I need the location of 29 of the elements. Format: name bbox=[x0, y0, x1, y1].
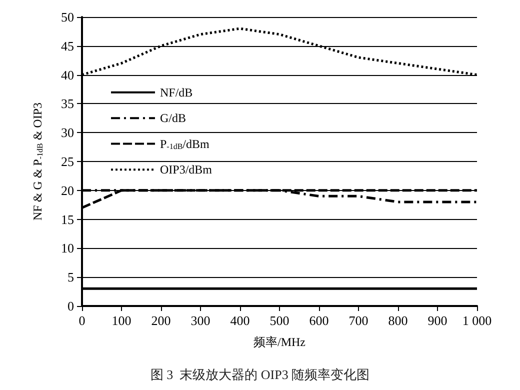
y-tick-label: 0 bbox=[68, 298, 74, 314]
legend-label: G/dB bbox=[160, 111, 186, 126]
x-tick-label: 1 000 bbox=[462, 313, 492, 328]
y-tick-label: 45 bbox=[61, 38, 74, 54]
x-tick-label: 800 bbox=[388, 313, 408, 328]
y-tick-label: 15 bbox=[61, 212, 74, 227]
y-tick-label: 10 bbox=[61, 240, 74, 256]
x-tick-label: 600 bbox=[309, 313, 329, 328]
y-tick-label: 35 bbox=[61, 96, 74, 112]
y-tick-label: 40 bbox=[61, 67, 74, 82]
legend-label: NF/dB bbox=[160, 85, 193, 100]
legend-label: OIP3/dBm bbox=[160, 162, 213, 177]
y-axis-title: NF & G & P-1dB & OIP3 bbox=[30, 102, 44, 221]
x-tick-label: 900 bbox=[428, 313, 448, 328]
y-tick-label: 20 bbox=[61, 182, 74, 198]
x-tick-label: 0 bbox=[78, 313, 86, 328]
x-tick-label: 400 bbox=[230, 313, 250, 328]
x-tick-label: 200 bbox=[151, 313, 171, 328]
x-tick-label: 500 bbox=[270, 313, 290, 328]
x-axis-title: 频率/MHz bbox=[254, 335, 306, 349]
x-tick-label: 100 bbox=[112, 313, 132, 328]
x-tick-label: 300 bbox=[190, 313, 210, 328]
y-tick-label: 30 bbox=[61, 125, 74, 140]
y-tick-label: 25 bbox=[61, 154, 74, 169]
y-tick-label: 50 bbox=[61, 10, 74, 24]
y-tick-label: 5 bbox=[68, 270, 74, 285]
x-tick-label: 700 bbox=[348, 313, 368, 328]
text: 图 3 末级放大器的 OIP3 随频率变化图 bbox=[150, 367, 370, 382]
legend-label: P-1dB/dBm bbox=[160, 136, 210, 151]
